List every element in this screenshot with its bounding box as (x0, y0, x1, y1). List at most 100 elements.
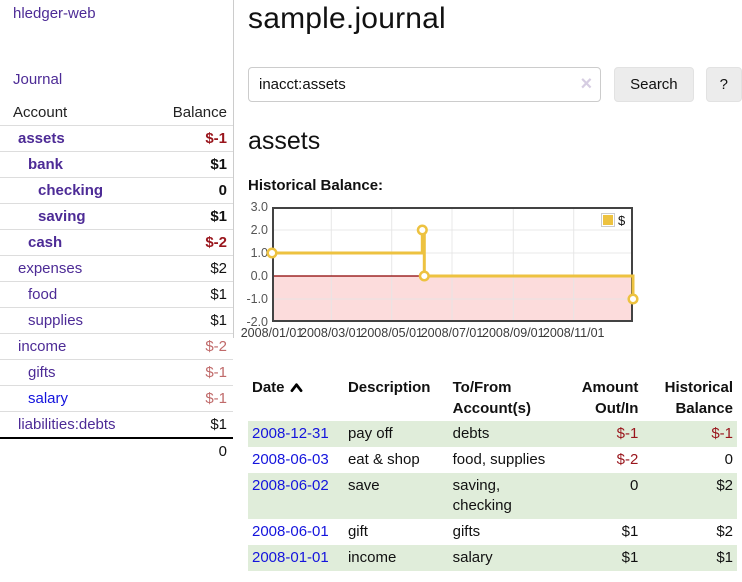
transaction-accounts: salary (452, 549, 493, 566)
sort-ascending-chevron-up-icon (290, 383, 302, 393)
x-axis-tick-label: 2008/03/01 (300, 326, 363, 340)
account-balance: $-2 (145, 333, 233, 360)
transaction-description: pay off (347, 425, 393, 442)
account-link[interactable]: assets (18, 130, 65, 147)
column-header-date[interactable]: Date (248, 375, 344, 421)
account-row: bank $1 (0, 151, 233, 178)
account-balance: $-1 (145, 359, 233, 386)
transaction-accounts: saving, checking (452, 477, 512, 514)
x-axis-tick-label: 2008/09/01 (482, 326, 545, 340)
account-link[interactable]: bank (28, 156, 64, 173)
chart-legend: $ (599, 212, 628, 228)
legend-color-swatch (601, 213, 615, 227)
account-cell: saving (0, 203, 146, 230)
transactions-table: Date Description To/From Account(s) Amount … (248, 375, 737, 571)
main-content: sample.journal × Search ? assets Histori… (241, 0, 742, 571)
data-point-marker (418, 270, 430, 282)
account-row: gifts $-1 (0, 359, 233, 386)
sidebar-divider (233, 0, 234, 338)
account-cell: checking (0, 177, 146, 204)
account-balance: $1 (145, 203, 233, 230)
data-point-marker (266, 247, 278, 259)
transaction-date-link[interactable]: 2008-06-01 (252, 523, 329, 540)
plot-border (272, 207, 633, 322)
transaction-balance: $-1 (711, 425, 733, 442)
balance-column-header: Balance (145, 100, 233, 126)
legend-series-label: $ (618, 212, 626, 228)
y-axis-tick-label: -1.0 (246, 292, 268, 306)
account-link[interactable]: expenses (18, 260, 83, 277)
account-heading: assets (248, 127, 321, 155)
transaction-date-link[interactable]: 2008-06-02 (252, 477, 329, 494)
account-link[interactable]: checking (38, 182, 104, 199)
transaction-date-link[interactable]: 2008-06-03 (252, 451, 329, 468)
page-title: sample.journal (248, 2, 446, 35)
account-balance: $-2 (145, 229, 233, 256)
account-link[interactable]: gifts (28, 364, 56, 381)
app-brand-link[interactable]: hledger-web (13, 5, 96, 22)
transaction-row: 2008-06-01 gift gifts $1 $2 (248, 519, 737, 545)
transaction-accounts: debts (452, 425, 490, 442)
transaction-amount: $-2 (616, 451, 639, 468)
clear-search-icon[interactable]: × (580, 73, 593, 95)
accounts-header-row: Account Balance (0, 100, 233, 126)
transaction-date-link[interactable]: 2008-12-31 (252, 425, 329, 442)
account-row: food $1 (0, 281, 233, 308)
account-link[interactable]: supplies (28, 312, 84, 329)
transaction-description: gift (347, 523, 368, 540)
account-link[interactable]: income (18, 338, 67, 355)
x-axis-tick-label: 2008/01/01 (240, 326, 304, 340)
account-balance: $1 (145, 151, 233, 178)
account-link[interactable]: liabilities:debts (18, 416, 116, 433)
account-link[interactable]: cash (28, 234, 63, 251)
search-help-button[interactable]: ? (705, 67, 742, 102)
data-point-marker (416, 224, 428, 236)
account-cell: gifts (0, 359, 146, 386)
account-cell: assets (0, 125, 146, 152)
account-row: expenses $2 (0, 255, 233, 282)
transaction-accounts: food, supplies (452, 451, 546, 468)
transaction-description: save (347, 477, 380, 494)
x-axis-tick-label: 2008/11/01 (542, 326, 605, 340)
column-header-to-from-account-s-[interactable]: To/From Account(s) (452, 379, 531, 417)
x-axis-tick-label: 2008/07/01 (420, 326, 484, 340)
transaction-date: 2008-06-03 (248, 447, 344, 473)
account-link[interactable]: food (28, 286, 58, 303)
column-header-description[interactable]: Description (347, 379, 431, 396)
total-spacer (0, 437, 146, 464)
y-axis-tick-label: 3.0 (250, 200, 268, 214)
account-cell: food (0, 281, 146, 308)
account-row: supplies $1 (0, 307, 233, 334)
search-button[interactable]: Search (614, 67, 694, 102)
account-cell: cash (0, 229, 146, 256)
account-cell: bank (0, 151, 146, 178)
account-row: liabilities:debts $1 (0, 411, 233, 439)
column-header-amount-out-in[interactable]: Amount Out/In (581, 379, 639, 417)
column-header-historical-balance[interactable]: Historical Balance (664, 379, 733, 417)
historical-balance-chart: 3.0 2.0 1.0 0.0 -1.0 -2.0 2008/01/01 2008/03/01… (241, 200, 742, 349)
accounts-balance-table: Account Balance assets $-1 bank $1 checking 0… (0, 100, 233, 464)
y-axis-tick-label: -2.0 (246, 315, 268, 329)
accounts-total-balance: 0 (145, 437, 233, 464)
transaction-date: 2008-12-31 (248, 421, 344, 447)
account-row: income $-2 (0, 333, 233, 360)
y-axis-tick-label: 1.0 (250, 246, 268, 260)
transaction-amount: 0 (630, 477, 639, 494)
transaction-balance: $1 (716, 549, 733, 566)
account-link[interactable]: salary (28, 390, 69, 407)
search-input[interactable] (248, 67, 602, 102)
account-cell: liabilities:debts (0, 411, 146, 439)
account-balance: $-1 (145, 385, 233, 412)
account-row: salary $-1 (0, 385, 233, 412)
sidebar-item-journal[interactable]: Journal (13, 71, 63, 88)
transaction-row: 2008-01-01 income salary $1 $1 (248, 545, 737, 571)
transaction-date-link[interactable]: 2008-01-01 (252, 549, 329, 566)
transaction-description: eat & shop (347, 451, 420, 468)
accounts-column-header: Account (0, 100, 146, 126)
x-axis-tick-label: 2008/05/01 (360, 326, 423, 340)
account-link[interactable]: saving (38, 208, 86, 225)
accounts-total-row: 0 (0, 437, 233, 464)
transaction-row: 2008-12-31 pay off debts $-1 $-1 (248, 421, 737, 447)
account-balance: $1 (145, 411, 233, 439)
transaction-balance: $2 (716, 523, 733, 540)
